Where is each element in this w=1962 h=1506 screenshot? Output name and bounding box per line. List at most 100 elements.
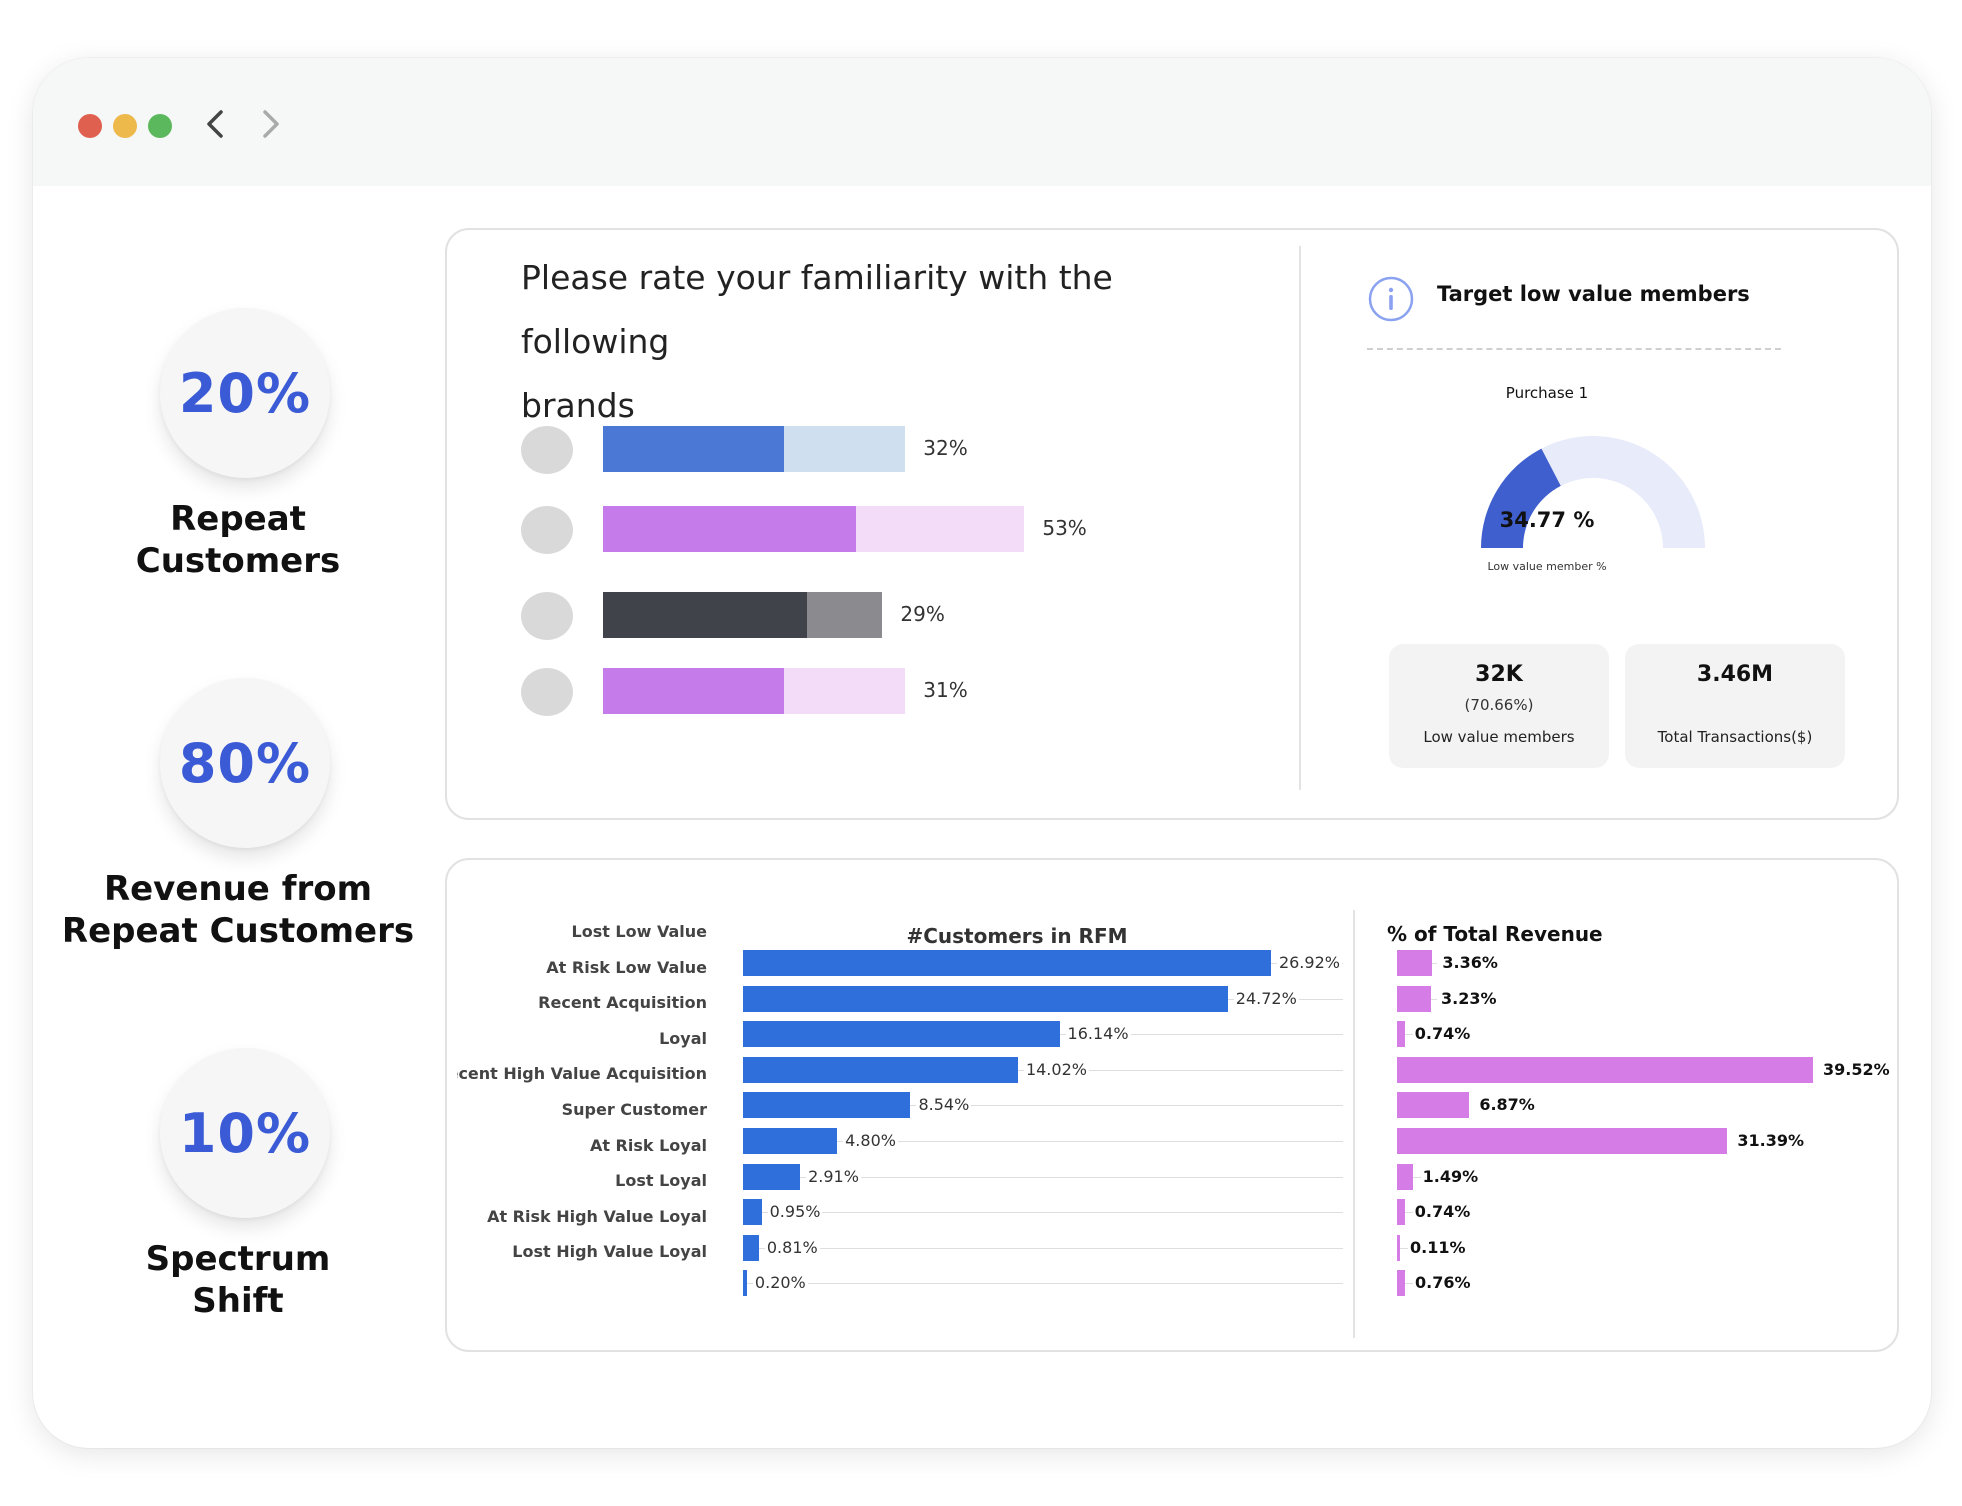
rfm-bar — [743, 1056, 1018, 1083]
rfm-bar — [743, 1270, 747, 1297]
rfm-value-label: 0.20% — [752, 1273, 808, 1293]
brand-logo — [521, 506, 573, 554]
rfm-value-label: 4.80% — [843, 1131, 898, 1150]
revenue-bar — [1397, 1128, 1728, 1154]
revenue-value-label: 1.49% — [1420, 1166, 1481, 1186]
revenue-bar — [1397, 1056, 1813, 1083]
stat-label-line: Shift — [192, 1281, 284, 1321]
stat-label-line: Repeat — [170, 499, 306, 539]
stat-label-line: Customers — [135, 541, 341, 581]
stat-spectrum-shift: 10% Spectrum Shift — [48, 1048, 428, 1378]
brand-percent-label: 31% — [923, 678, 968, 702]
brand-row: 53% — [521, 506, 1241, 558]
rfm-segments-card: #Customers in RFM Segments % of Total Re… — [445, 858, 1899, 1352]
revenue-value-label: 0.74% — [1412, 1024, 1473, 1044]
metric-total-transactions: 3.46M Total Transactions($) — [1625, 644, 1845, 768]
revenue-bar — [1397, 1021, 1405, 1048]
rfm-bar — [743, 1163, 801, 1190]
brand-bar-track — [603, 426, 906, 472]
segment-label: At Risk Loyal — [589, 1135, 707, 1155]
metric-label: Total Transactions($) — [1657, 728, 1813, 746]
brand-row: 29% — [521, 592, 1241, 644]
rfm-bar — [743, 950, 1271, 976]
grid-line — [743, 1176, 1343, 1178]
segment-label: Lost High Value Loyal — [512, 1242, 707, 1262]
rfm-bar — [743, 1021, 1060, 1048]
stat-label-line: Spectrum — [145, 1239, 331, 1279]
window-titlebar — [33, 58, 1931, 186]
stat-value: 80% — [160, 678, 330, 848]
rfm-value-label: 16.14% — [1065, 1024, 1131, 1044]
stat-label-line: Revenue from — [103, 869, 373, 909]
rfm-value-label: 24.72% — [1233, 988, 1299, 1008]
brand-bar-track — [603, 668, 906, 714]
segment-label: Super Customer — [561, 1100, 707, 1119]
revenue-value-label: 39.52% — [1821, 1059, 1892, 1079]
segment-label: At Risk High Value Loyal — [487, 1206, 707, 1226]
brand-row: 31% — [521, 668, 1241, 720]
brand-percent-label: 29% — [900, 602, 945, 626]
revenue-value-label: 3.36% — [1440, 953, 1500, 972]
grid-line — [743, 1141, 1343, 1142]
rfm-bar — [743, 985, 1228, 1012]
chevron-right-icon[interactable] — [255, 104, 285, 144]
maximize-window-button[interactable] — [148, 114, 172, 138]
info-icon[interactable] — [1367, 275, 1415, 323]
segment-label: Lost Low Value — [571, 922, 708, 941]
segment-label: At Risk Low Value — [546, 957, 707, 977]
segment-label: Loyal — [659, 1028, 707, 1048]
grid-line — [743, 1105, 1343, 1107]
dashed-divider — [1367, 348, 1781, 350]
minimize-window-button[interactable] — [113, 114, 137, 138]
revenue-bar — [1397, 1199, 1405, 1226]
grid-line — [743, 1212, 1343, 1214]
rfm-bar — [743, 1234, 759, 1261]
browser-window: 20% Repeat Customers 80% Revenue from Re… — [33, 58, 1931, 1448]
survey-title-line: brands — [521, 386, 635, 425]
revenue-chart-title: % of Total Revenue — [1387, 922, 1603, 946]
rfm-value-label: 0.81% — [764, 1237, 820, 1257]
stat-value: 20% — [160, 308, 330, 478]
close-window-button[interactable] — [78, 114, 102, 138]
revenue-value-label: 0.76% — [1413, 1273, 1473, 1293]
rfm-value-label: 2.91% — [806, 1166, 861, 1186]
revenue-bar — [1397, 1270, 1405, 1297]
survey-and-target-card: Please rate your familiarity with the fo… — [445, 228, 1899, 820]
gauge-subtitle: Low value member % — [1487, 560, 1607, 573]
stat-label-line: Repeat Customers — [61, 911, 415, 951]
revenue-value-label: 0.74% — [1412, 1202, 1473, 1222]
chevron-left-icon[interactable] — [201, 104, 231, 144]
metric-label: Low value members — [1423, 728, 1575, 746]
revenue-bar — [1397, 985, 1431, 1012]
revenue-value-label: 6.87% — [1477, 1095, 1537, 1115]
stat-value: 10% — [160, 1048, 330, 1218]
gauge-title: Purchase 1 — [1505, 384, 1589, 402]
segment-label: Recent Acquisition — [538, 993, 707, 1013]
brand-bar-fill — [603, 426, 785, 472]
brand-bar-track — [603, 592, 883, 638]
stat-label: Spectrum Shift — [48, 1238, 428, 1322]
brand-bar-fill — [603, 668, 785, 714]
stat-label: Repeat Customers — [48, 498, 428, 582]
revenue-bar — [1397, 1163, 1413, 1190]
rfm-value-label: 26.92% — [1276, 953, 1342, 972]
metric-sub: (70.66%) — [1464, 696, 1534, 714]
rfm-bar — [743, 1092, 911, 1119]
stat-repeat-customers: 20% Repeat Customers — [48, 308, 428, 638]
revenue-value-label: 31.39% — [1735, 1131, 1807, 1150]
gauge-fill — [1481, 448, 1561, 548]
rfm-bar — [743, 1128, 838, 1154]
rfm-value-label: 0.95% — [767, 1202, 823, 1222]
segment-label: ecent High Value Acquisition — [457, 1064, 707, 1084]
revenue-value-label: 3.23% — [1439, 988, 1499, 1008]
revenue-value-label: 0.11% — [1408, 1237, 1468, 1257]
metric-value: 3.46M — [1696, 662, 1774, 687]
grid-line — [1397, 1176, 1437, 1178]
gauge-value: 34.77 % — [1499, 508, 1595, 532]
rfm-bar — [743, 1199, 762, 1226]
rfm-value-label: 8.54% — [916, 1095, 972, 1115]
grid-line — [743, 1247, 1343, 1249]
card-divider — [1299, 246, 1301, 790]
metric-value: 32K — [1475, 662, 1523, 687]
rfm-value-label: 14.02% — [1023, 1059, 1089, 1079]
